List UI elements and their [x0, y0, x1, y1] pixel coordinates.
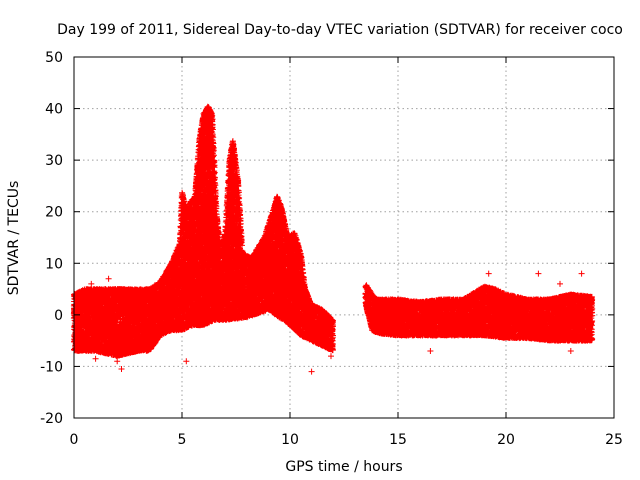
- plot-frame: [73, 56, 615, 419]
- y-tick-label: -20: [40, 411, 63, 427]
- y-tick-label: 10: [45, 256, 63, 272]
- chart-title: Day 199 of 2011, Sidereal Day-to-day VTE…: [57, 22, 623, 38]
- x-axis-label: GPS time / hours: [285, 459, 402, 475]
- x-tick-label: 25: [605, 432, 623, 448]
- y-tick-label: 40: [45, 102, 63, 118]
- y-tick-label: 30: [45, 153, 63, 169]
- y-tick-label: 50: [45, 50, 63, 66]
- y-tick-label: -10: [40, 359, 63, 375]
- data-points: [70, 103, 596, 375]
- x-tick-label: 15: [389, 432, 407, 448]
- y-axis-label: SDTVAR / TECUs: [6, 181, 22, 296]
- x-tick-label: 20: [497, 432, 515, 448]
- x-tick-label: 5: [178, 432, 187, 448]
- y-tick-label: 20: [45, 205, 63, 221]
- x-tick-label: 0: [70, 432, 79, 448]
- grid: [74, 57, 614, 418]
- y-tick-label: 0: [54, 308, 63, 324]
- data-series-sdtvar: [70, 103, 596, 375]
- x-tick-label: 10: [281, 432, 299, 448]
- axis-ticks: 0 5 10 15 20 25 -20 -10 0 10 20 30 40 50: [40, 50, 623, 448]
